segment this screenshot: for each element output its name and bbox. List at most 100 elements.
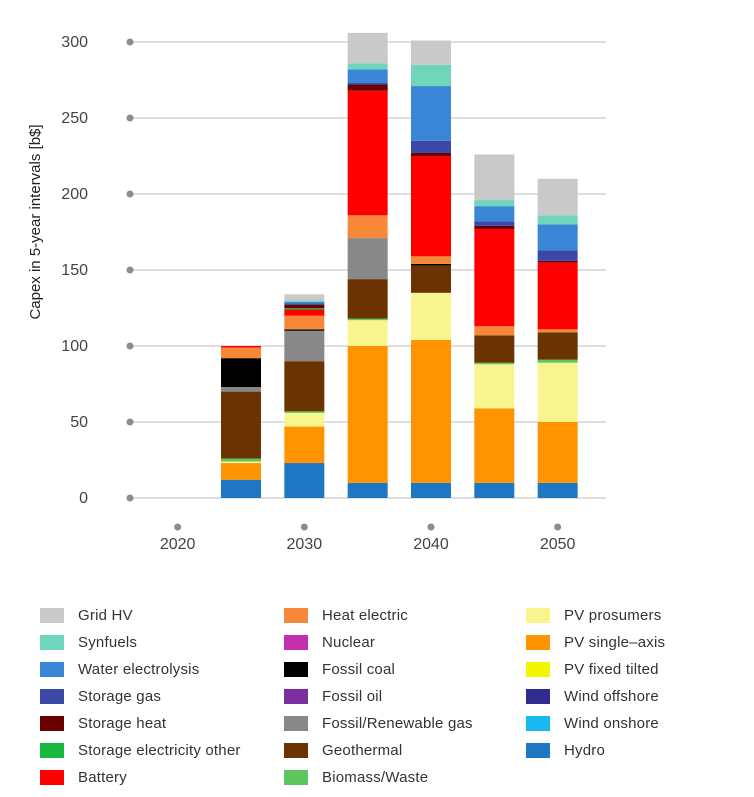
bar-segment <box>221 347 261 359</box>
bar-segment <box>284 303 325 305</box>
bars <box>221 32 578 498</box>
y-tick-dot <box>126 190 134 198</box>
bar-segment <box>284 300 325 302</box>
bar-segment <box>221 391 261 459</box>
legend-swatch <box>526 635 550 650</box>
bar-segment <box>410 40 451 65</box>
legend-label: PV single–axis <box>564 634 666 651</box>
legend-label: Synfuels <box>78 634 138 651</box>
legend-swatch <box>40 635 64 650</box>
legend-label: Wind offshore <box>564 688 659 705</box>
bar-segment <box>410 256 451 264</box>
legend-item: Heat electric <box>284 602 408 629</box>
bar-segment <box>537 329 578 333</box>
legend-item: Synfuels <box>40 629 137 656</box>
legend-label: Storage gas <box>78 688 162 705</box>
bar-segment <box>410 86 451 141</box>
bar-segment <box>537 482 578 498</box>
x-tick-label: 2020 <box>160 536 196 553</box>
bar-segment <box>410 292 451 340</box>
bar-segment <box>284 304 325 308</box>
bar-segment <box>284 426 325 464</box>
legend-swatch <box>284 635 308 650</box>
legend-swatch <box>284 743 308 758</box>
y-axis-label: Capex in 5-year intervals [b$] <box>27 124 44 319</box>
legend-item: PV prosumers <box>526 602 661 629</box>
bar-segment <box>347 63 388 70</box>
y-tick-dot <box>126 266 134 274</box>
legend-item: Fossil coal <box>284 656 395 683</box>
legend-item: Water electrolysis <box>40 656 199 683</box>
y-tick-label: 150 <box>61 262 88 279</box>
bar-segment <box>284 309 325 316</box>
legend-swatch <box>40 608 64 623</box>
legend-label: Water electrolysis <box>78 661 200 678</box>
legend-item: Biomass/Waste <box>284 764 428 791</box>
legend-item: Wind onshore <box>526 710 659 737</box>
y-tick-dot <box>126 38 134 46</box>
legend-label: Heat electric <box>322 607 408 624</box>
bar-segment <box>221 387 261 392</box>
y-tick-dot <box>126 418 134 426</box>
legend-label: Storage electricity other <box>78 742 241 759</box>
bar-segment <box>284 361 325 412</box>
chart: 0 50 100 150 200 250 300 2020 2030 2040 2050 Capex… <box>27 32 606 553</box>
x-tick-dot <box>427 523 435 531</box>
bar-segment <box>284 329 325 331</box>
bar-segment <box>474 221 515 226</box>
y-tick-label: 300 <box>61 34 88 51</box>
legend-label: Storage heat <box>78 715 167 732</box>
legend-swatch <box>284 716 308 731</box>
bar-segment <box>284 463 325 498</box>
legend-label: Nuclear <box>322 634 376 651</box>
bar-segment <box>221 458 261 462</box>
bar-segment <box>221 461 261 464</box>
x-tick-label: 2050 <box>540 536 576 553</box>
bar-segment <box>410 482 451 498</box>
bar-segment <box>221 346 261 348</box>
bar-segment <box>347 215 388 239</box>
x-tick-label: 2040 <box>413 536 449 553</box>
legend-swatch <box>526 689 550 704</box>
bar-segment <box>474 482 515 498</box>
bar-segment <box>474 326 515 336</box>
legend-item: PV single–axis <box>526 629 665 656</box>
y-tick-label: 200 <box>61 186 88 203</box>
bar-segment <box>221 463 261 480</box>
bar-segment <box>347 320 388 346</box>
bar-segment <box>537 362 578 422</box>
bar-segment <box>537 224 578 251</box>
bar-segment <box>537 178 578 216</box>
legend-label: Biomass/Waste <box>322 769 429 786</box>
bar-segment <box>347 279 388 319</box>
legend-label: Hydro <box>564 742 606 759</box>
bar-segment <box>410 140 451 153</box>
bar-segment <box>474 362 515 365</box>
bar-segment <box>221 358 261 388</box>
legend-item: Storage heat <box>40 710 166 737</box>
legend-item: Fossil oil <box>284 683 382 710</box>
legend-swatch <box>40 689 64 704</box>
bar-segment <box>410 156 451 257</box>
bar-segment <box>347 346 388 483</box>
bar-segment <box>537 262 578 330</box>
bar-segment <box>347 69 388 84</box>
y-tick-label: 100 <box>61 338 88 355</box>
bar-segment <box>537 332 578 360</box>
bar-segment <box>347 90 388 216</box>
x-tick-dot <box>554 523 562 531</box>
bar-segment <box>284 411 325 413</box>
bar-segment <box>410 339 451 483</box>
legend-swatch <box>40 662 64 677</box>
legend-item: Battery <box>40 764 127 791</box>
legend-swatch <box>40 770 64 785</box>
legend-swatch <box>284 662 308 677</box>
bar-segment <box>284 330 325 362</box>
bar-segment <box>410 263 451 266</box>
bar-segment <box>474 228 515 327</box>
legend-swatch <box>284 689 308 704</box>
legend-label: Battery <box>78 769 127 786</box>
legend-swatch <box>40 743 64 758</box>
legend-item: Hydro <box>526 737 605 764</box>
bar-segment <box>410 265 451 293</box>
